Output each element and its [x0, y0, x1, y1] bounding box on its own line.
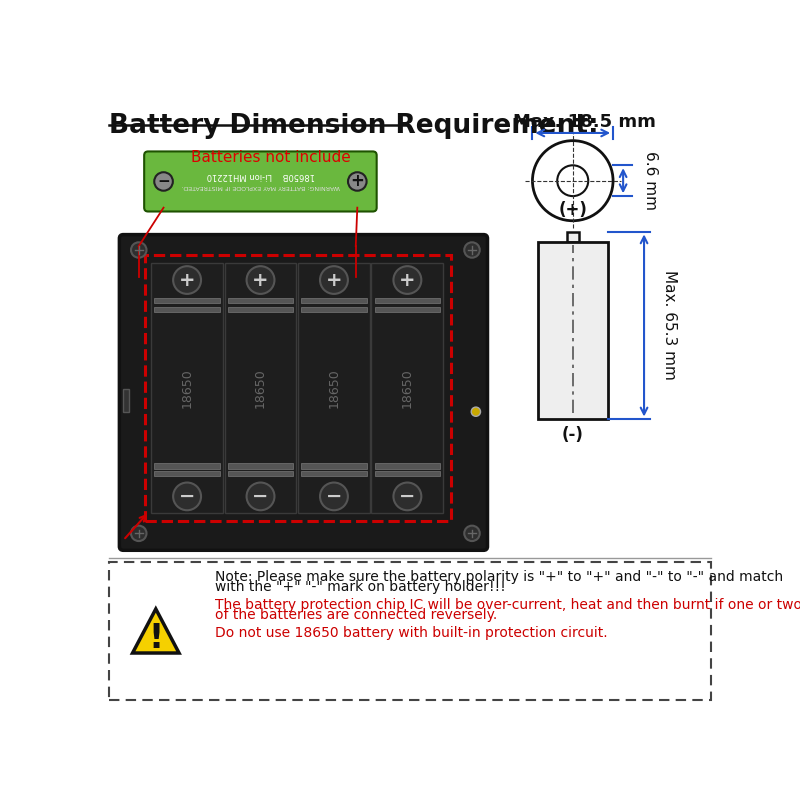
Text: !: ! — [148, 622, 163, 654]
Bar — [154, 463, 220, 469]
Bar — [228, 463, 294, 469]
Circle shape — [173, 266, 201, 294]
Bar — [538, 242, 608, 419]
Text: 18650: 18650 — [181, 368, 194, 408]
Circle shape — [320, 266, 348, 294]
Text: +: + — [350, 173, 364, 190]
Text: −: − — [252, 487, 269, 506]
FancyBboxPatch shape — [144, 151, 377, 211]
Text: Max. 18.5 mm: Max. 18.5 mm — [513, 113, 656, 131]
Text: 18650: 18650 — [254, 368, 267, 408]
Bar — [154, 298, 220, 303]
Text: of the batteries are connected reversely.: of the batteries are connected reversely… — [214, 608, 497, 622]
Circle shape — [464, 526, 480, 541]
FancyBboxPatch shape — [119, 234, 487, 550]
Text: −: − — [326, 487, 342, 506]
Circle shape — [154, 172, 173, 190]
Bar — [151, 263, 223, 514]
Circle shape — [246, 482, 274, 510]
Text: (-): (-) — [562, 426, 584, 443]
Circle shape — [471, 407, 481, 416]
Text: +: + — [326, 270, 342, 290]
Circle shape — [173, 482, 201, 510]
Bar — [154, 307, 220, 312]
Text: 18650B    Li-ion MH12210: 18650B Li-ion MH12210 — [206, 171, 314, 180]
Text: Battery Dimension Requirement:: Battery Dimension Requirement: — [110, 113, 599, 139]
Bar — [145, 255, 451, 521]
Bar — [228, 471, 294, 476]
Text: Batteries not include: Batteries not include — [191, 150, 351, 165]
Text: +: + — [252, 270, 269, 290]
Bar — [301, 471, 366, 476]
Circle shape — [394, 482, 422, 510]
Text: Do not use 18650 battery with built-in protection circuit.: Do not use 18650 battery with built-in p… — [214, 626, 607, 640]
Bar — [123, 389, 130, 412]
Polygon shape — [133, 609, 179, 653]
Text: WARNING: BATTERY MAY EXPLODE IF MISTREATED.: WARNING: BATTERY MAY EXPLODE IF MISTREAT… — [181, 183, 340, 189]
Bar — [228, 298, 294, 303]
Circle shape — [394, 266, 422, 294]
Bar — [301, 298, 366, 303]
Text: 6.6 mm: 6.6 mm — [642, 151, 658, 210]
Text: 18650: 18650 — [327, 368, 341, 408]
Text: +: + — [179, 270, 195, 290]
Circle shape — [246, 266, 274, 294]
Text: with the "+" "-" mark on battery holder!!!: with the "+" "-" mark on battery holder!… — [214, 580, 506, 594]
Circle shape — [533, 141, 613, 221]
Text: The battery protection chip IC will be over-current, heat and then burnt if one : The battery protection chip IC will be o… — [214, 598, 800, 611]
Bar — [110, 562, 710, 701]
Bar — [374, 463, 440, 469]
Bar — [371, 263, 443, 514]
Bar — [228, 307, 294, 312]
Text: Note: Please make sure the battery polarity is "+" to "+" and "-" to "-" and mat: Note: Please make sure the battery polar… — [214, 570, 783, 583]
Circle shape — [464, 242, 480, 258]
Text: (+): (+) — [558, 202, 587, 219]
Bar — [374, 471, 440, 476]
Text: +: + — [399, 270, 416, 290]
Text: −: − — [157, 174, 170, 189]
Text: −: − — [399, 487, 415, 506]
Circle shape — [558, 166, 588, 196]
Text: 18650: 18650 — [401, 368, 414, 408]
Bar — [374, 307, 440, 312]
Text: −: − — [179, 487, 195, 506]
Circle shape — [320, 482, 348, 510]
Bar — [298, 263, 370, 514]
Bar — [154, 471, 220, 476]
Circle shape — [348, 172, 366, 190]
Bar — [225, 263, 297, 514]
Circle shape — [131, 242, 146, 258]
Bar — [374, 298, 440, 303]
Bar — [566, 231, 579, 242]
Text: Max. 65.3 mm: Max. 65.3 mm — [662, 270, 677, 380]
Bar — [301, 307, 366, 312]
Circle shape — [131, 526, 146, 541]
Bar — [301, 463, 366, 469]
